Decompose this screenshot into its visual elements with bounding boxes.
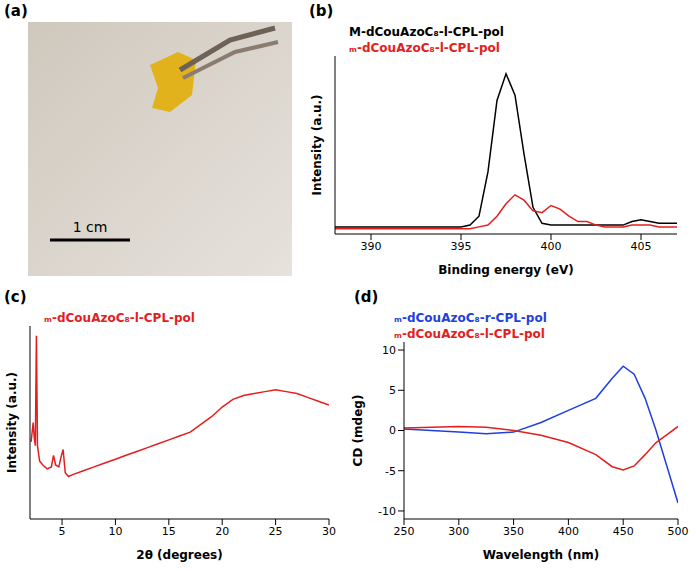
svg-text:395: 395 [451, 240, 472, 253]
svg-text:500: 500 [668, 525, 689, 538]
svg-text:300: 300 [448, 525, 469, 538]
html-text:(c): (c) [4, 288, 27, 306]
svg-text:250: 250 [394, 525, 415, 538]
svg-text:5: 5 [59, 525, 66, 538]
svg-text:405: 405 [631, 240, 652, 253]
svg-text:20: 20 [215, 525, 229, 538]
svg-text:Intensity (a.u.): Intensity (a.u.) [310, 94, 324, 195]
html-text:ₘ-dCouAzoC₈-l-CPL-pol: ₘ-dCouAzoC₈-l-CPL-pol [349, 41, 500, 55]
html-text:ₘ-dCouAzoC₈-r-CPL-pol: ₘ-dCouAzoC₈-r-CPL-pol [394, 311, 547, 325]
svg-text:10: 10 [382, 344, 396, 357]
svg-text:30: 30 [322, 525, 336, 538]
html-text:(d): (d) [354, 288, 379, 306]
html-text:(b): (b) [309, 2, 334, 20]
svg-text:Wavelength (nm): Wavelength (nm) [483, 548, 600, 562]
svg-text:0: 0 [389, 424, 396, 437]
html-text:ₘ-dCouAzoC₈-l-CPL-pol: ₘ-dCouAzoC₈-l-CPL-pol [44, 311, 195, 325]
svg-text:400: 400 [541, 240, 562, 253]
svg-text:400: 400 [558, 525, 579, 538]
svg-text:15: 15 [162, 525, 176, 538]
svg-text:350: 350 [503, 525, 524, 538]
svg-text:-5: -5 [385, 465, 396, 478]
svg-text:25: 25 [269, 525, 283, 538]
svg-text:CD (mdeg): CD (mdeg) [351, 395, 365, 467]
svg-text:450: 450 [613, 525, 634, 538]
svg-text:Binding energy (eV): Binding energy (eV) [438, 263, 574, 277]
svg-text:10: 10 [108, 525, 122, 538]
html-text:ₘ-dCouAzoC₈-l-CPL-pol: ₘ-dCouAzoC₈-l-CPL-pol [394, 327, 545, 341]
svg-text:5: 5 [389, 384, 396, 397]
html-text:M-dCouAzoC₈-l-CPL-pol: M-dCouAzoC₈-l-CPL-pol [349, 25, 504, 39]
svg-text:Intensity (a.u.): Intensity (a.u.) [5, 372, 19, 473]
svg-text:390: 390 [361, 240, 382, 253]
svg-text:2θ (degrees): 2θ (degrees) [136, 548, 222, 562]
svg-text:1 cm: 1 cm [73, 219, 108, 235]
svg-text:-10: -10 [378, 505, 396, 518]
html-text:(a): (a) [4, 2, 28, 20]
